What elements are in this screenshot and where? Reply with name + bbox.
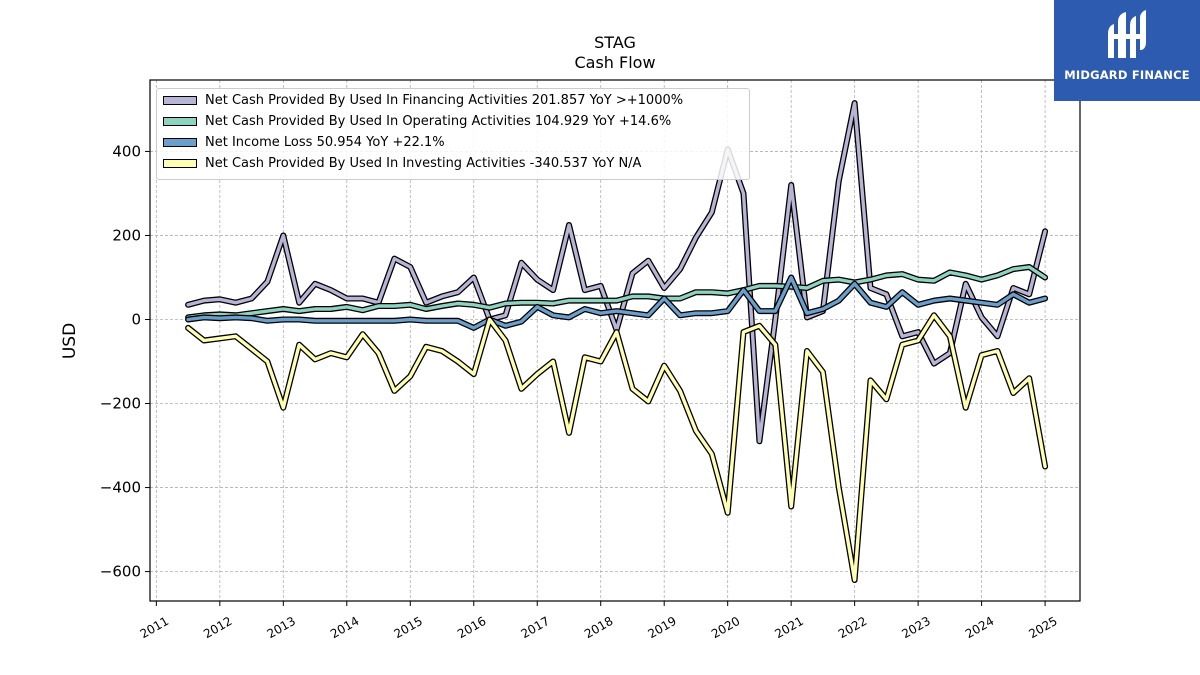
x-tick-label: 2022 — [836, 614, 869, 641]
x-tick-label: 2016 — [455, 614, 488, 641]
net-income-series-line — [185, 274, 1049, 331]
x-tick-label: 2024 — [963, 614, 996, 641]
y-tick-label: 400 — [112, 142, 141, 160]
legend-label-net-income: Net Income Loss 50.954 YoY +22.1% — [205, 135, 445, 150]
legend-swatch-operating — [163, 117, 197, 126]
series-outline — [185, 312, 1049, 583]
series-stroke — [186, 313, 1047, 582]
y-tick-label: −600 — [100, 563, 141, 581]
x-tick-label: 2013 — [265, 614, 298, 641]
y-tick-label: 0 — [131, 310, 141, 328]
series-stroke — [186, 275, 1047, 330]
series-lines — [185, 100, 1049, 583]
midgard-finance-logo: MIDGARD FINANCE — [1054, 0, 1200, 101]
legend-label-operating: Net Cash Provided By Used In Operating A… — [205, 114, 672, 129]
x-tick-label: 2025 — [1026, 614, 1059, 641]
x-tick-label: 2021 — [772, 614, 805, 641]
legend-label-investing: Net Cash Provided By Used In Investing A… — [205, 156, 642, 171]
legend-swatch-net-income — [163, 138, 197, 147]
x-tick-label: 2011 — [138, 614, 171, 641]
x-tick-label: 2018 — [582, 614, 615, 641]
plot-frame — [149, 79, 1081, 602]
y-tick-label: −400 — [100, 479, 141, 497]
operating-series-line — [185, 264, 1049, 321]
y-tick-label: −200 — [100, 395, 141, 413]
investing-series-line — [185, 312, 1049, 583]
chart-subtitle: Cash Flow — [574, 53, 656, 72]
x-tick-label: 2020 — [709, 614, 742, 641]
x-tick-label: 2012 — [201, 614, 234, 641]
y-tick-label: 200 — [112, 226, 141, 244]
x-tick-label: 2014 — [328, 614, 361, 641]
legend-label-financing: Net Cash Provided By Used In Financing A… — [205, 93, 684, 108]
series-stroke — [186, 265, 1047, 320]
legend: Net Cash Provided By Used In Financing A… — [156, 88, 750, 180]
y-axis-label: USD — [60, 323, 80, 359]
x-tick-label: 2017 — [519, 614, 552, 641]
x-tick-label: 2023 — [899, 614, 932, 641]
legend-swatch-financing — [163, 96, 197, 105]
logo-text: MIDGARD FINANCE — [1064, 68, 1190, 82]
midgard-logo-icon — [1108, 10, 1146, 58]
legend-swatch-investing — [163, 159, 197, 168]
chart-title: STAG — [594, 33, 636, 52]
x-tick-label: 2019 — [645, 614, 678, 641]
x-tick-label: 2015 — [392, 614, 425, 641]
